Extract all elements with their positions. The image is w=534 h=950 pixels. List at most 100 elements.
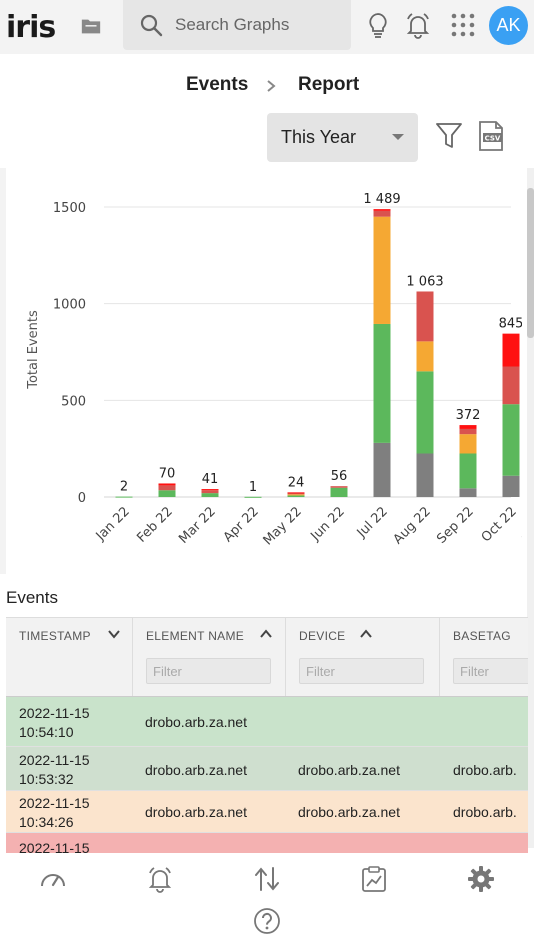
breadcrumb: Events Report (0, 74, 534, 100)
bar-segment (244, 496, 262, 498)
bar-segment (459, 425, 477, 429)
y-tick-label: 0 (78, 491, 86, 506)
events-section-title: Events (6, 588, 58, 607)
bar-total-label: 1 063 (406, 274, 443, 289)
bar-segment (158, 490, 176, 497)
x-tick-label: Mar 22 (176, 504, 219, 547)
bar-segment (416, 371, 434, 454)
basetag-filter[interactable] (453, 658, 528, 684)
column-basetag[interactable]: BASETAG (440, 618, 528, 696)
apps-grid-icon[interactable] (449, 11, 477, 39)
bar-segment (502, 475, 520, 497)
bar-segment (287, 492, 305, 494)
row-basetag: drobo.arb. (453, 804, 517, 820)
bar-segment (416, 341, 434, 372)
scrollbar-thumb[interactable] (527, 188, 534, 338)
table-row[interactable]: 2022-11-15 10:34:26 drobo.arb.za.net drob… (6, 791, 528, 833)
sort-up-icon[interactable] (259, 627, 273, 641)
bottom-navigation (0, 853, 534, 950)
search-box[interactable] (123, 0, 351, 50)
table-row[interactable]: 2022-11-15 (6, 833, 528, 853)
table-row[interactable]: 2022-11-15 10:53:32 drobo.arb.za.net drob… (6, 747, 528, 791)
sort-up-icon[interactable] (359, 627, 373, 641)
column-device[interactable]: DEVICE (286, 618, 440, 696)
bar-segment (373, 210, 391, 217)
chevron-right-icon (267, 80, 276, 92)
iris-logo[interactable]: iris (6, 10, 56, 45)
element-name-filter[interactable] (146, 658, 271, 684)
x-tick-label: Feb 22 (134, 504, 176, 546)
lightbulb-icon[interactable] (364, 11, 392, 39)
folder-icon[interactable] (80, 15, 102, 37)
bar-segment (373, 442, 391, 497)
bar-segment (459, 428, 477, 435)
transfer-arrows-icon[interactable] (253, 865, 281, 893)
breadcrumb-events[interactable]: Events (186, 74, 249, 95)
caret-down-icon (392, 134, 404, 140)
x-tick-label: May 22 (261, 504, 305, 548)
events-table-header: TIMESTAMP ELEMENT NAME DEVICE BASETAG (6, 617, 528, 697)
device-filter[interactable] (299, 658, 424, 684)
x-tick-label: Apr 22 (221, 504, 262, 545)
events-chart-panel: 0 500 1000 1500 Total Events 2 Jan 22 70 Feb 22 4… (6, 168, 534, 574)
search-input[interactable] (175, 12, 345, 38)
row-timestamp: 2022-11-15 10:54:10 (19, 705, 90, 740)
column-timestamp[interactable]: TIMESTAMP (6, 618, 133, 696)
row-device: drobo.arb.za.net (298, 762, 400, 778)
search-icon (140, 14, 163, 37)
bar-segment (201, 490, 219, 494)
csv-export-icon[interactable]: CSV (477, 120, 505, 152)
settings-gear-icon[interactable] (467, 865, 495, 893)
bar-segment (459, 488, 477, 497)
y-axis-label: Total Events (26, 310, 41, 390)
bar-total-label: 1 (249, 480, 257, 495)
period-select-value: This Year (281, 127, 357, 147)
help-question-icon[interactable] (253, 907, 281, 935)
bar-total-label: 56 (331, 469, 348, 484)
column-element-name[interactable]: ELEMENT NAME (133, 618, 286, 696)
bar-segment (502, 404, 520, 476)
bar-segment (416, 453, 434, 497)
bar-total-label: 24 (288, 475, 305, 490)
filter-icon[interactable] (435, 121, 463, 151)
bar-segment (115, 496, 133, 498)
x-tick-label: Aug 22 (391, 504, 434, 547)
x-tick-label: Nov 22 (520, 504, 522, 547)
table-row[interactable]: 2022-11-15 10:54:10 drobo.arb.za.net (6, 697, 528, 747)
breadcrumb-report: Report (298, 74, 360, 95)
row-element-name: drobo.arb.za.net (145, 714, 247, 730)
bar-segment (287, 494, 305, 496)
x-tick-label: Sep 22 (434, 504, 477, 547)
y-tick-label: 1000 (53, 298, 86, 313)
bar-total-label: 845 (499, 317, 522, 332)
alarm-bell-icon[interactable] (404, 11, 432, 39)
row-timestamp: 2022-11-15 10:53:32 (19, 752, 90, 787)
bar-segment (459, 434, 477, 454)
x-tick-label: Oct 22 (479, 504, 520, 545)
user-avatar[interactable]: AK (489, 6, 528, 45)
bar-segment (459, 453, 477, 489)
bar-total-label: 41 (202, 472, 219, 487)
report-clipboard-icon[interactable] (360, 865, 388, 893)
column-device-label: DEVICE (299, 629, 346, 643)
bar-segment (158, 483, 176, 486)
row-element-name: drobo.arb.za.net (145, 762, 247, 778)
bar-segment (158, 485, 176, 491)
y-tick-label: 500 (61, 394, 86, 409)
alarm-bell-icon[interactable] (146, 865, 174, 893)
bar-segment (201, 493, 219, 497)
dashboard-gauge-icon[interactable] (39, 865, 67, 893)
period-select[interactable]: This Year (267, 113, 418, 162)
bar-segment (287, 492, 305, 495)
x-tick-label: Jul 22 (354, 504, 391, 541)
chart-side-gutter (0, 168, 6, 574)
chevron-down-icon[interactable] (107, 627, 121, 641)
column-element-name-label: ELEMENT NAME (146, 629, 245, 643)
bar-segment (201, 489, 219, 491)
bar-total-label: 1 489 (363, 192, 400, 207)
page-scrollbar[interactable] (527, 168, 534, 848)
x-tick-label: Jun 22 (308, 504, 348, 544)
bar-segment (330, 486, 348, 488)
bar-total-label: 372 (456, 408, 481, 423)
bar-segment (330, 487, 348, 497)
